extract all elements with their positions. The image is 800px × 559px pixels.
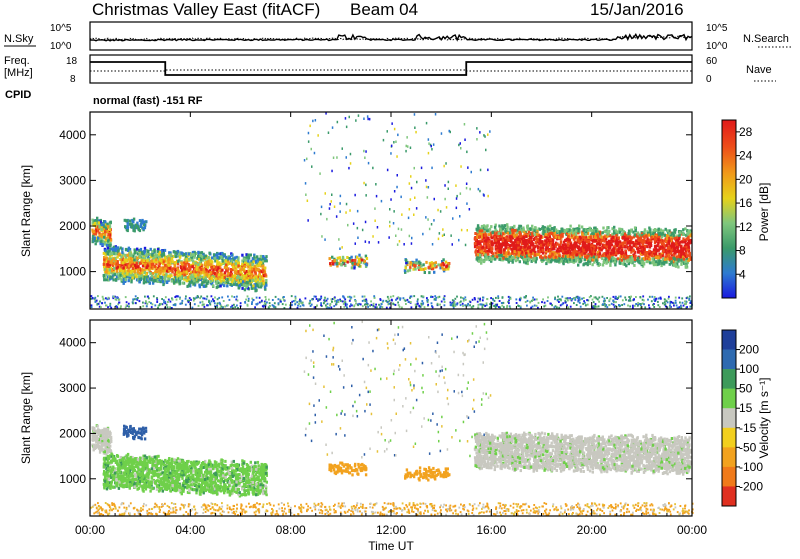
y-tick-label: 2000 xyxy=(59,219,86,233)
noise-tick-bottom-right: 10^0 xyxy=(706,41,728,52)
x-tick-label: 00:00 xyxy=(75,523,105,537)
velocity-y-axis-label: Slant Range [km] xyxy=(19,372,33,464)
colorbar-tick-label: -100 xyxy=(739,460,763,474)
y-tick-label: 1000 xyxy=(59,265,86,279)
y-tick-label: 4000 xyxy=(59,336,86,350)
colorbar-tick-label: -200 xyxy=(739,479,763,493)
noise-tick-bottom-left: 10^0 xyxy=(50,41,72,52)
colorbar-tick-label: 15 xyxy=(739,401,753,415)
x-axis-label: Time UT xyxy=(368,539,414,553)
colorbar-segment xyxy=(722,447,736,467)
x-tick-label: 12:00 xyxy=(376,523,406,537)
beam-label: Beam 04 xyxy=(350,0,418,19)
noise-search-label: N.Search xyxy=(743,33,789,45)
y-tick-label: 2000 xyxy=(59,426,86,440)
colorbar-tick-label: 20 xyxy=(739,172,753,186)
x-tick-label: 20:00 xyxy=(577,523,607,537)
date-label: 15/Jan/2016 xyxy=(590,0,684,19)
noise-tick-top-left: 10^5 xyxy=(50,23,72,34)
y-tick-label: 4000 xyxy=(59,128,86,142)
freq-label: Freq. xyxy=(4,55,30,67)
x-tick-label: 04:00 xyxy=(175,523,205,537)
colorbar-tick-label: -15 xyxy=(739,421,757,435)
freq-panel-frame xyxy=(90,55,692,83)
nave-tick-bottom: 0 xyxy=(706,74,712,85)
x-tick-label: 08:00 xyxy=(276,523,306,537)
velocity-data xyxy=(90,321,693,516)
x-tick-label: 00:00 xyxy=(677,523,707,537)
colorbar-segment xyxy=(722,467,736,487)
colorbar-segment xyxy=(722,330,736,350)
colorbar-tick-label: 12 xyxy=(739,220,753,234)
colorbar-segment xyxy=(722,486,736,506)
x-tick-label: 16:00 xyxy=(476,523,506,537)
colorbar-tick-label: 200 xyxy=(739,343,759,357)
colorbar-tick-label: -50 xyxy=(739,440,757,454)
colorbar-tick-label: 50 xyxy=(739,382,753,396)
velocity-colorbar-label: Velocity [m s⁻¹] xyxy=(757,377,771,458)
y-tick-label: 3000 xyxy=(59,173,86,187)
colorbar-segment xyxy=(722,369,736,389)
station-title: Christmas Valley East (fitACF) xyxy=(92,0,320,19)
cpid-label: CPID xyxy=(5,89,31,101)
colorbar-tick-label: 4 xyxy=(739,267,746,281)
colorbar-tick-label: 100 xyxy=(739,362,759,376)
power-colorbar-label: Power [dB] xyxy=(757,183,771,242)
velocity-colorbar xyxy=(722,330,736,506)
power-data xyxy=(90,112,692,309)
freq-tick-top: 18 xyxy=(66,56,78,67)
freq-trace xyxy=(90,62,692,75)
y-tick-label: 3000 xyxy=(59,381,86,395)
colorbar-tick-label: 8 xyxy=(739,244,746,258)
power-colorbar-ticks: 28 24 20 16 12 8 4 xyxy=(736,125,753,281)
colorbar-segment xyxy=(722,428,736,448)
noise-panel-frame xyxy=(90,22,692,50)
program-label: normal (fast) -151 RF xyxy=(93,95,203,107)
power-y-axis-label: Slant Range [km] xyxy=(19,165,33,257)
colorbar-tick-label: 28 xyxy=(739,125,753,139)
colorbar-segment xyxy=(722,389,736,409)
power-colorbar xyxy=(722,120,736,298)
freq-tick-bottom: 8 xyxy=(70,74,76,85)
colorbar-tick-label: 24 xyxy=(739,149,753,163)
noise-tick-top-right: 10^5 xyxy=(706,23,728,34)
colorbar-segment xyxy=(722,350,736,370)
freq-unit-label: [MHz] xyxy=(4,67,33,79)
colorbar-tick-label: 16 xyxy=(739,196,753,210)
nave-label: Nave xyxy=(746,64,772,76)
y-tick-label: 1000 xyxy=(59,472,86,486)
colorbar-segment xyxy=(722,408,736,428)
nave-tick-top: 60 xyxy=(706,56,718,67)
nave-trace xyxy=(90,70,692,71)
noise-sky-label: N.Sky xyxy=(4,33,34,45)
